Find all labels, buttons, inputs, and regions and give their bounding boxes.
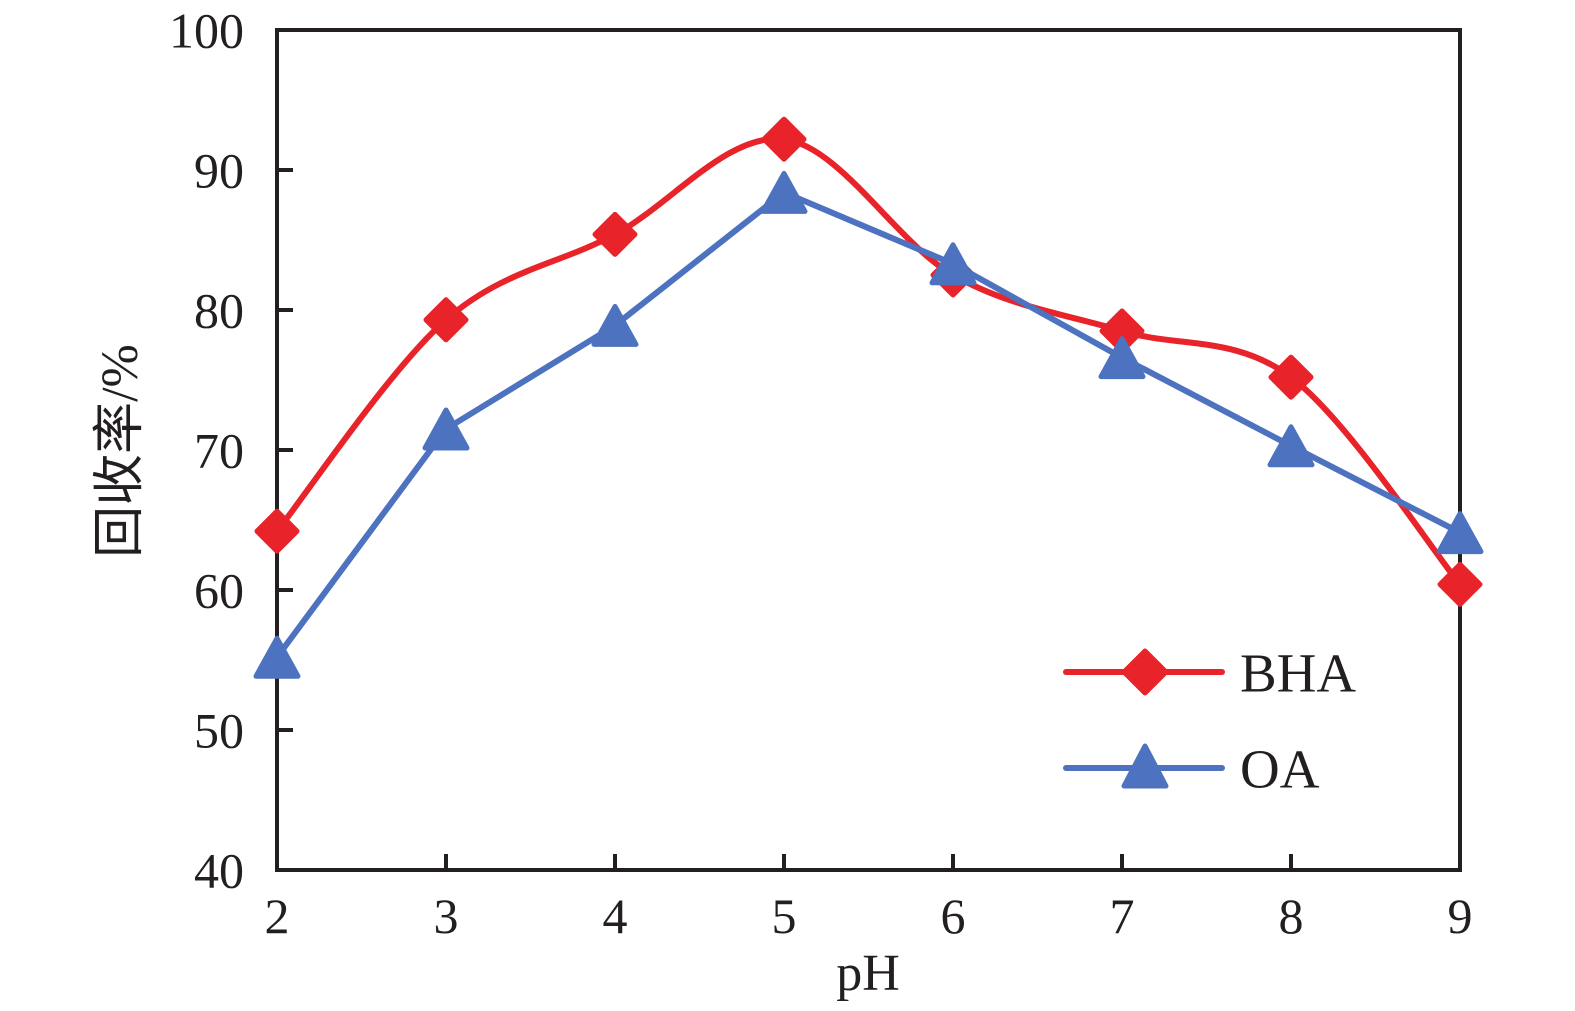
x-tick-label: 3 xyxy=(434,888,459,944)
x-tick-label: 8 xyxy=(1279,888,1304,944)
legend: BHA OA xyxy=(1063,642,1356,799)
bha-marker-diamond xyxy=(761,116,807,162)
x-tick-label: 5 xyxy=(772,888,797,944)
axes-layer: 40 50 60 70 80 90 100 2 3 4 5 6 7 8 9 xyxy=(169,3,1473,945)
y-tick-label: 60 xyxy=(194,563,244,619)
legend-item-oa: OA xyxy=(1063,738,1320,799)
y-tick-label: 40 xyxy=(194,843,244,899)
legend-label-bha: BHA xyxy=(1240,642,1356,703)
oa-marker-triangle xyxy=(760,170,808,214)
y-tick-label: 90 xyxy=(194,143,244,199)
bha-marker-diamond xyxy=(1268,354,1314,400)
x-tick-label: 9 xyxy=(1448,888,1473,944)
bha-marker-diamond xyxy=(254,508,300,554)
series-layer xyxy=(253,116,1484,679)
x-tick-label: 2 xyxy=(265,888,290,944)
oa-line xyxy=(274,189,1463,661)
bha-marker-diamond xyxy=(592,211,638,257)
oa-marker-triangle xyxy=(1098,336,1146,380)
bha-marker-diamond xyxy=(423,297,469,343)
x-axis-label: pH xyxy=(836,945,900,1002)
legend-label-oa: OA xyxy=(1240,738,1320,799)
oa-marker-triangle xyxy=(1436,511,1484,555)
y-tick-label: 50 xyxy=(194,703,244,759)
x-tick-label: 7 xyxy=(1110,888,1135,944)
bha-line xyxy=(274,135,1463,588)
bha-marker-diamond xyxy=(1437,561,1483,607)
x-tick-label: 6 xyxy=(941,888,966,944)
oa-marker-triangle xyxy=(253,635,301,679)
y-axis-label: 回收率/% xyxy=(92,344,149,558)
oa-marker-triangle xyxy=(422,407,470,451)
legend-diamond-icon xyxy=(1121,648,1169,696)
legend-triangle-icon xyxy=(1121,743,1169,789)
legend-item-bha: BHA xyxy=(1063,642,1356,703)
oa-marker-triangle xyxy=(1267,424,1315,468)
oa-marker-triangle xyxy=(591,303,639,347)
oa-marker-triangle xyxy=(929,242,977,286)
y-tick-label: 80 xyxy=(194,283,244,339)
y-tick-label: 100 xyxy=(169,3,244,59)
x-tick-label: 4 xyxy=(603,888,628,944)
y-tick-label: 70 xyxy=(194,423,244,479)
